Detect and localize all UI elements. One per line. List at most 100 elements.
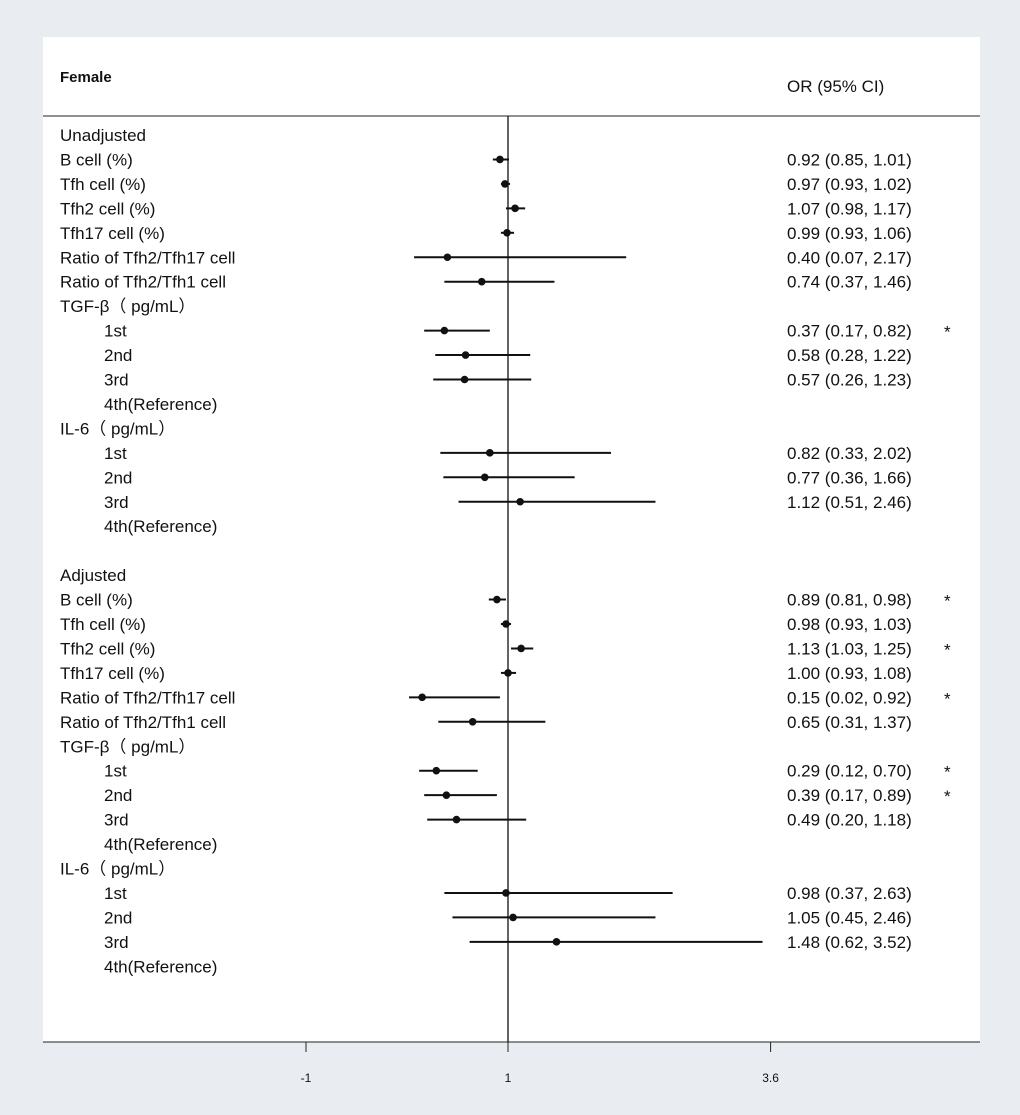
or-point	[552, 938, 561, 946]
forest-row: Tfh cell (%) 0.98 (0.93, 1.03)	[60, 615, 912, 634]
ci-text: 1.00 (0.93, 1.08)	[787, 664, 912, 683]
forest-row: TGF-β（ pg/mL）	[60, 737, 195, 756]
row-label: 3rd	[104, 371, 129, 390]
ci-text: 0.97 (0.93, 1.02)	[787, 175, 912, 194]
row-label: Ratio of Tfh2/Tfh1 cell	[60, 273, 226, 292]
forest-row: 4th(Reference)	[104, 395, 217, 414]
row-label: 1st	[104, 444, 127, 463]
forest-row: 1st 0.29 (0.12, 0.70) *	[104, 762, 951, 782]
row-label: TGF-β（ pg/mL）	[60, 297, 195, 316]
rows-layer: Unadjusted B cell (%) 0.92 (0.85, 1.01) Tfh…	[60, 126, 951, 976]
significance-marker: *	[944, 323, 951, 342]
forest-row: B cell (%) 0.89 (0.81, 0.98) *	[60, 591, 951, 611]
forest-row: 3rd 0.57 (0.26, 1.23)	[104, 371, 912, 390]
row-label: Tfh2 cell (%)	[60, 199, 155, 218]
ci-text: 0.40 (0.07, 2.17)	[787, 248, 912, 267]
row-label: 2nd	[104, 468, 132, 487]
row-label: IL-6（ pg/mL）	[60, 419, 175, 438]
row-label: Adjusted	[60, 566, 126, 585]
significance-marker: *	[944, 689, 951, 708]
forest-row: 1st 0.98 (0.37, 2.63)	[104, 884, 912, 903]
forest-row: Ratio of Tfh2/Tfh17 cell 0.40 (0.07, 2.17…	[60, 248, 912, 267]
row-label: Unadjusted	[60, 126, 146, 145]
ci-text: 0.49 (0.20, 1.18)	[787, 811, 912, 830]
forest-row: 3rd 0.49 (0.20, 1.18)	[104, 811, 912, 830]
row-label: TGF-β（ pg/mL）	[60, 737, 195, 756]
ci-text: 0.58 (0.28, 1.22)	[787, 346, 912, 365]
or-point	[511, 204, 519, 213]
forest-row: 2nd 0.77 (0.36, 1.66)	[104, 468, 912, 487]
or-point	[493, 595, 501, 604]
ci-text: 0.37 (0.17, 0.82)	[787, 322, 912, 341]
row-label: 3rd	[104, 811, 129, 830]
or-point	[502, 620, 510, 628]
ci-text: 0.82 (0.33, 2.02)	[787, 444, 912, 463]
or-point	[517, 644, 525, 653]
forest-row: Tfh2 cell (%) 1.13 (1.03, 1.25) *	[60, 639, 951, 659]
row-label: Ratio of Tfh2/Tfh17 cell	[60, 248, 235, 267]
or-point	[503, 229, 511, 237]
x-tick-label: 3.6	[762, 1071, 779, 1085]
or-point	[418, 693, 426, 702]
row-label: 3rd	[104, 493, 129, 512]
or-point	[440, 326, 449, 335]
or-point	[486, 449, 494, 457]
or-point	[501, 180, 509, 188]
forest-row: IL-6（ pg/mL）	[60, 860, 175, 879]
row-label: 2nd	[104, 908, 132, 927]
significance-marker: *	[944, 763, 951, 782]
significance-marker: *	[944, 640, 951, 659]
row-label: Tfh17 cell (%)	[60, 664, 165, 683]
forest-row: B cell (%) 0.92 (0.85, 1.01)	[60, 150, 912, 169]
forest-row: 4th(Reference)	[104, 517, 217, 536]
row-label: Tfh17 cell (%)	[60, 224, 165, 243]
row-label: 3rd	[104, 933, 129, 952]
forest-row: Tfh cell (%) 0.97 (0.93, 1.02)	[60, 175, 912, 194]
forest-row: 1st 0.37 (0.17, 0.82) *	[104, 322, 951, 342]
forest-row: Unadjusted	[60, 126, 146, 145]
forest-row: Tfh2 cell (%) 1.07 (0.98, 1.17)	[60, 199, 912, 218]
row-label: 1st	[104, 762, 127, 781]
plot-panel	[43, 37, 980, 1042]
forest-row: Ratio of Tfh2/Tfh1 cell 0.65 (0.31, 1.37)	[60, 713, 912, 732]
ci-text: 0.39 (0.17, 0.89)	[787, 786, 912, 805]
ci-text: 1.07 (0.98, 1.17)	[787, 199, 912, 218]
forest-row: Ratio of Tfh2/Tfh1 cell 0.74 (0.37, 1.46)	[60, 273, 912, 292]
ci-text: 1.05 (0.45, 2.46)	[787, 908, 912, 927]
or-point	[452, 815, 461, 824]
forest-row: Adjusted	[60, 566, 126, 585]
forest-row: 1st 0.82 (0.33, 2.02)	[104, 444, 912, 463]
row-label: Tfh cell (%)	[60, 175, 146, 194]
or-point	[504, 669, 512, 677]
or-point	[468, 718, 477, 726]
row-label: Tfh2 cell (%)	[60, 639, 155, 658]
or-point	[460, 375, 469, 384]
ci-text: 0.74 (0.37, 1.46)	[787, 273, 912, 292]
forest-row: 2nd 0.39 (0.17, 0.89) *	[104, 786, 951, 806]
ci-header: OR (95% CI)	[787, 77, 884, 96]
significance-marker: *	[944, 787, 951, 806]
ci-text: 1.13 (1.03, 1.25)	[787, 639, 912, 658]
row-label: 4th(Reference)	[104, 395, 217, 414]
ci-text: 0.99 (0.93, 1.06)	[787, 224, 912, 243]
row-label: 1st	[104, 322, 127, 341]
ci-text: 0.89 (0.81, 0.98)	[787, 591, 912, 610]
or-point	[509, 913, 517, 922]
x-axis-ticks: -1 1 3.6	[301, 1042, 779, 1085]
forest-row: 4th(Reference)	[104, 957, 217, 976]
or-point	[442, 791, 451, 799]
ci-text: 0.29 (0.12, 0.70)	[787, 762, 912, 781]
forest-row: Tfh17 cell (%) 0.99 (0.93, 1.06)	[60, 224, 912, 243]
or-point	[516, 497, 524, 506]
row-label: 4th(Reference)	[104, 957, 217, 976]
or-point	[477, 277, 486, 286]
row-label: 1st	[104, 884, 127, 903]
x-tick-label: -1	[301, 1071, 312, 1085]
row-label: B cell (%)	[60, 150, 133, 169]
or-point	[480, 473, 489, 482]
ci-text: 0.98 (0.37, 2.63)	[787, 884, 912, 903]
row-label: 2nd	[104, 786, 132, 805]
or-point	[432, 766, 441, 775]
